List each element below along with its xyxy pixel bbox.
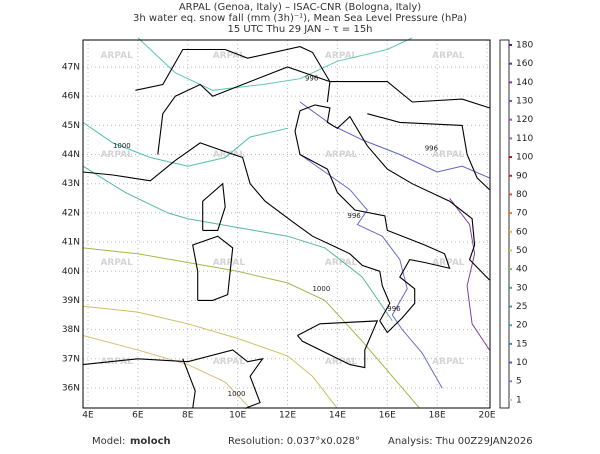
isobar: [449, 197, 490, 351]
isobar: [82, 121, 288, 167]
watermark: ARPAL: [432, 150, 465, 160]
isobar-label: 996: [347, 212, 361, 220]
isobar-label: 1000: [312, 285, 330, 293]
coastline: [82, 104, 490, 334]
lon-tick-label: 6E: [132, 411, 144, 421]
colorbar-label: 80: [516, 190, 528, 200]
isobar-label: 996: [305, 75, 319, 83]
footer-label: Model:: [92, 436, 125, 447]
watermark: ARPAL: [213, 357, 246, 367]
coastline: [182, 358, 196, 409]
colorbar-label: 140: [516, 78, 533, 88]
colorbar-label: 130: [516, 97, 533, 107]
lon-tick-label: 12E: [279, 411, 296, 421]
lon-tick-label: 20E: [478, 411, 495, 421]
watermark: ARPAL: [432, 357, 465, 367]
isobar: [82, 335, 251, 409]
colorbar-label: 160: [516, 59, 533, 69]
coastline: [82, 349, 264, 409]
isobar-label: 996: [425, 145, 439, 153]
lat-tick-label: 45N: [62, 121, 80, 131]
colorbar-label: 1: [516, 395, 522, 405]
watermark: ARPAL: [325, 357, 358, 367]
isobar: [299, 154, 443, 389]
watermark: ARPAL: [213, 51, 246, 61]
lat-tick-label: 47N: [62, 63, 80, 73]
coastline: [135, 46, 490, 109]
colorbar-label: 25: [516, 302, 527, 312]
watermark: ARPAL: [325, 150, 358, 160]
lon-tick-label: 10E: [229, 411, 246, 421]
isobar-label: 996: [387, 305, 401, 313]
footer-model: moloch: [130, 436, 171, 447]
coastline: [297, 320, 379, 369]
isobar: [137, 37, 413, 91]
watermark: ARPAL: [432, 258, 465, 268]
lon-tick-label: 16E: [379, 411, 396, 421]
watermark: ARPAL: [213, 150, 246, 160]
header-line: 15 UTC Thu 29 JAN – τ = 15h: [227, 24, 372, 35]
colorbar-label: 120: [516, 115, 533, 125]
lat-tick-label: 44N: [62, 150, 80, 160]
colorbar-label: 110: [516, 134, 533, 144]
lat-tick-label: 43N: [62, 179, 80, 189]
watermark: ARPAL: [213, 258, 246, 268]
isobar: [82, 305, 338, 409]
colorbar-label: 50: [516, 246, 528, 256]
lat-tick-label: 42N: [62, 208, 80, 218]
watermark: ARPAL: [100, 51, 133, 61]
colorbar-label: 5: [516, 377, 522, 387]
footer-resolution: Resolution: 0.037°x0.028°: [228, 436, 360, 447]
lon-tick-label: 14E: [329, 411, 346, 421]
lon-tick-label: 8E: [182, 411, 194, 421]
watermark: ARPAL: [432, 51, 465, 61]
isobar-label: 1000: [113, 142, 131, 150]
lat-tick-label: 46N: [62, 92, 80, 102]
lat-tick-label: 36N: [62, 383, 80, 393]
colorbar-label: 100: [516, 153, 533, 163]
watermark: ARPAL: [100, 258, 133, 268]
colorbar-label: 30: [516, 283, 528, 293]
isobar: [82, 247, 421, 409]
colorbar-label: 90: [516, 171, 528, 181]
watermark: ARPAL: [325, 51, 358, 61]
lat-tick-label: 40N: [62, 267, 80, 277]
lat-tick-label: 39N: [62, 296, 80, 306]
coastline: [367, 113, 490, 191]
footer-analysis: Analysis: Thu 00Z29JAN2026: [388, 436, 533, 447]
map: ARPAL ARPAL ARPAL ARPAL ARPAL ARPAL ARPAL ARPAL…: [82, 37, 490, 409]
colorbar-label: 70: [516, 209, 528, 219]
coastline: [192, 235, 234, 301]
header-line: 3h water eq. snow fall (mm (3h)⁻¹), Mean…: [133, 13, 467, 24]
watermark: ARPAL: [100, 150, 133, 160]
lat-tick-label: 41N: [62, 238, 80, 248]
colorbar-label: 60: [516, 227, 528, 237]
isobar-label: 1000: [228, 390, 246, 398]
colorbar-label: 180: [516, 41, 533, 51]
lon-tick-label: 18E: [429, 411, 446, 421]
lon-tick-label: 4E: [82, 411, 94, 421]
colorbar: [499, 39, 510, 409]
coastline: [202, 182, 226, 231]
colorbar-label: 20: [516, 321, 528, 331]
lat-tick-label: 38N: [62, 325, 80, 335]
colorbar-label: 40: [516, 265, 528, 275]
header-line: ARPAL (Genoa, Italy) – ISAC-CNR (Bologna…: [179, 2, 421, 13]
map-frame: [82, 39, 491, 409]
colorbar-label: 15: [516, 339, 527, 349]
colorbar-label: 10: [516, 358, 528, 368]
isobar: [82, 165, 393, 322]
watermark: ARPAL: [325, 258, 358, 268]
lat-tick-label: 37N: [62, 354, 80, 364]
coastline: [157, 66, 331, 155]
watermark: ARPAL: [100, 357, 133, 367]
